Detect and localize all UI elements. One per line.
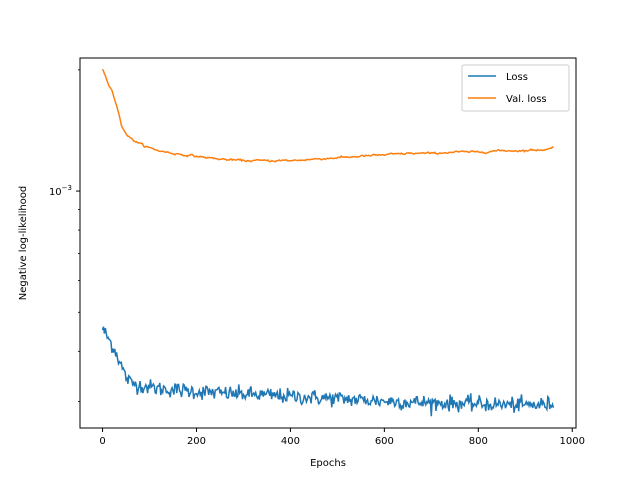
legend-entry-label: Val. loss	[506, 94, 547, 105]
x-tick-label: 1000	[560, 436, 585, 447]
series-line-loss	[101, 326, 555, 417]
x-tick-label: 400	[281, 436, 300, 447]
legend: Loss Val. loss	[461, 64, 570, 112]
x-tick-label: 800	[469, 436, 488, 447]
x-tick-label: 0	[99, 436, 105, 447]
legend-entry-label: Loss	[506, 72, 528, 83]
plot-area	[101, 68, 555, 417]
x-tick-label: 600	[375, 436, 394, 447]
x-axis-label: Epochs	[310, 458, 346, 469]
y-axis-label: Negative log-likelihood	[18, 186, 29, 301]
y-tick-label: 10−3	[49, 184, 72, 198]
x-tick-label: 200	[187, 436, 206, 447]
x-axis: 0 200 400 600 800 1000	[99, 428, 585, 447]
y-axis: 10−3	[49, 69, 80, 403]
axes-frame	[79, 57, 577, 429]
series-line-val-loss	[101, 68, 554, 163]
